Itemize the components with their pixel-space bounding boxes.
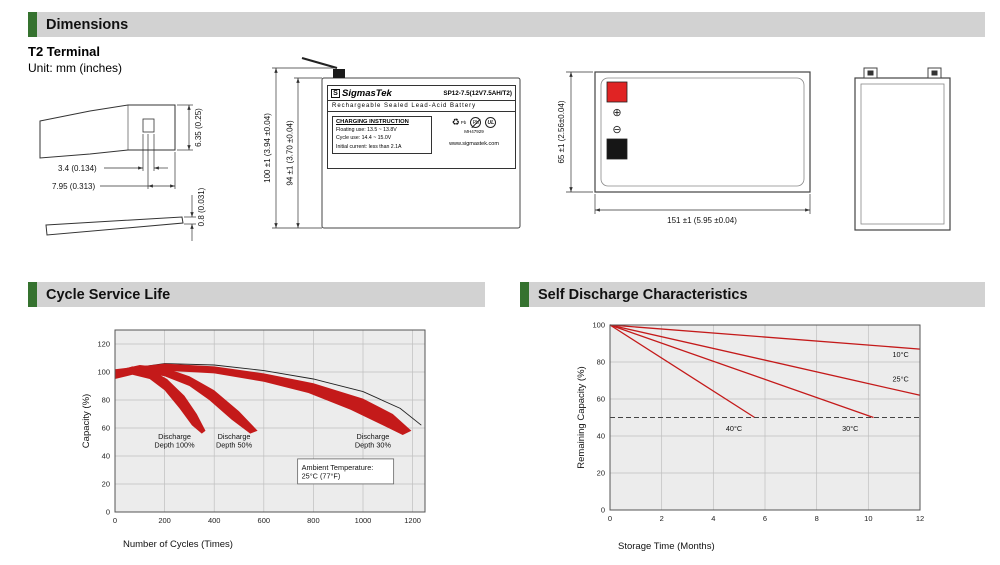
dim-case-height: 94 ±1 (3.70 ±0.04) [286,120,295,186]
ul-file-number: MH47929 [464,129,484,134]
svg-text:400: 400 [208,516,221,525]
recycle-pb-icon: ♻ Pb [451,117,467,127]
section-header-cycle-service-life: Cycle Service Life [28,282,485,307]
svg-text:8: 8 [815,514,819,523]
cycle-service-life-chart: 0 200 400 600 800 1000 1200 0 20 40 60 80 100 120 Numb… [30,315,480,555]
svg-text:0: 0 [601,506,605,515]
battery-side-view [854,67,951,231]
svg-text:60: 60 [102,424,110,433]
svg-text:100: 100 [592,321,605,330]
svg-text:Number of Cycles (Times): Number of Cycles (Times) [123,539,233,550]
svg-text:Depth 50%: Depth 50% [216,440,253,449]
svg-text:Discharge: Discharge [356,432,389,441]
front-terminal-tab [333,69,345,78]
dim-hole-width: 3.4 (0.134) [58,164,97,173]
svg-text:0: 0 [608,514,612,523]
svg-text:Discharge: Discharge [218,432,251,441]
svg-text:12: 12 [916,514,924,523]
brand-name: SigmasTek [342,87,392,99]
dim-depth: 65 ±1 (2.56±0.04) [557,100,566,163]
svg-text:6: 6 [763,514,767,523]
terminal-type-heading: T2 Terminal [28,44,101,59]
label-header-row: S SigmasTek SP12-7.5(12V7.5AH/T2) [328,86,515,101]
ul-mark-icon: UL [485,117,497,128]
section-header-dimensions: Dimensions [28,12,985,37]
pb-crossed-icon: Pb [470,117,482,128]
svg-text:1200: 1200 [404,516,421,525]
dim-hole-offset: 7.95 (0.313) [52,182,95,191]
label-body: CHARGING INSTRUCTION Floating use: 13.5 … [328,112,515,154]
section-title-cycle: Cycle Service Life [46,286,171,303]
section-title-self-discharge: Self Discharge Characteristics [538,286,748,303]
self-discharge-chart: 0 2 4 6 8 10 12 0 20 40 60 80 100 Storage Time (Month… [520,312,960,557]
label-marks-column: ♻ Pb Pb UL MH47929 www.sigmastek.com [437,116,511,154]
svg-text:40: 40 [597,432,605,441]
svg-text:20: 20 [597,469,605,478]
svg-text:Depth 30%: Depth 30% [355,440,392,449]
svg-text:10: 10 [864,514,872,523]
model-number: SP12-7.5(12V7.5AH/T2) [443,89,512,97]
positive-terminal [606,81,628,103]
svg-text:Ambient Temperature:: Ambient Temperature: [302,463,374,472]
negative-terminal-symbol: ⊖ [612,124,621,136]
svg-text:Storage Time (Months): Storage Time (Months) [618,541,715,552]
svg-text:80: 80 [102,396,110,405]
svg-text:4: 4 [711,514,715,523]
svg-text:200: 200 [158,516,171,525]
svg-text:60: 60 [597,395,605,404]
svg-text:30°C: 30°C [842,424,858,433]
svg-text:80: 80 [597,358,605,367]
charging-instruction-box: CHARGING INSTRUCTION Floating use: 13.5 … [332,116,432,154]
battery-label: S SigmasTek SP12-7.5(12V7.5AH/T2) Rechar… [327,85,516,169]
svg-text:Depth 100%: Depth 100% [154,440,195,449]
dim-width: 151 ±1 (5.95 ±0.04) [667,216,737,225]
svg-text:40: 40 [102,452,110,461]
positive-terminal-symbol: ⊕ [612,107,621,119]
svg-text:0: 0 [113,516,117,525]
section-title-dimensions: Dimensions [46,16,129,33]
charging-line: Floating use: 13.5 ~ 13.8V [336,127,397,133]
svg-text:Remaining Capacity (%): Remaining Capacity (%) [576,366,587,468]
svg-text:25°C: 25°C [892,374,908,383]
section-header-self-discharge: Self Discharge Characteristics [520,282,985,307]
svg-text:1000: 1000 [355,516,372,525]
brand: S SigmasTek [331,88,392,99]
battery-type-line: Rechargeable Sealed Lead-Acid Battery [328,101,515,112]
charging-instruction-title: CHARGING INSTRUCTION [336,119,409,125]
svg-text:10°C: 10°C [892,350,908,359]
svg-text:2: 2 [660,514,664,523]
charging-line: Initial current: less than 2.1A [336,143,402,150]
website-url: www.sigmastek.com [449,141,499,147]
dim-thickness: 0.8 (0.031) [197,187,206,226]
svg-text:40°C: 40°C [726,424,742,433]
svg-text:100: 100 [97,368,110,377]
svg-text:600: 600 [258,516,271,525]
compliance-icons-row: ♻ Pb Pb UL [452,117,497,128]
unit-note: Unit: mm (inches) [28,61,123,75]
svg-text:Discharge: Discharge [158,432,191,441]
svg-text:0: 0 [106,508,110,517]
negative-terminal [606,138,628,160]
sigmastek-logo-icon: S [331,88,340,98]
dim-tab-height: 6.35 (0.25) [194,108,203,147]
svg-text:25°C (77°F): 25°C (77°F) [302,471,341,480]
battery-top-view [566,71,811,214]
svg-text:20: 20 [102,480,110,489]
svg-text:Capacity (%): Capacity (%) [81,394,92,448]
charging-line: Cycle use: 14.4 ~ 15.0V [336,135,392,142]
dim-total-height: 100 ±1 (3.94 ±0.04) [263,113,272,183]
svg-text:120: 120 [97,340,110,349]
svg-text:800: 800 [307,516,320,525]
terminal-detail-drawing [39,104,196,241]
